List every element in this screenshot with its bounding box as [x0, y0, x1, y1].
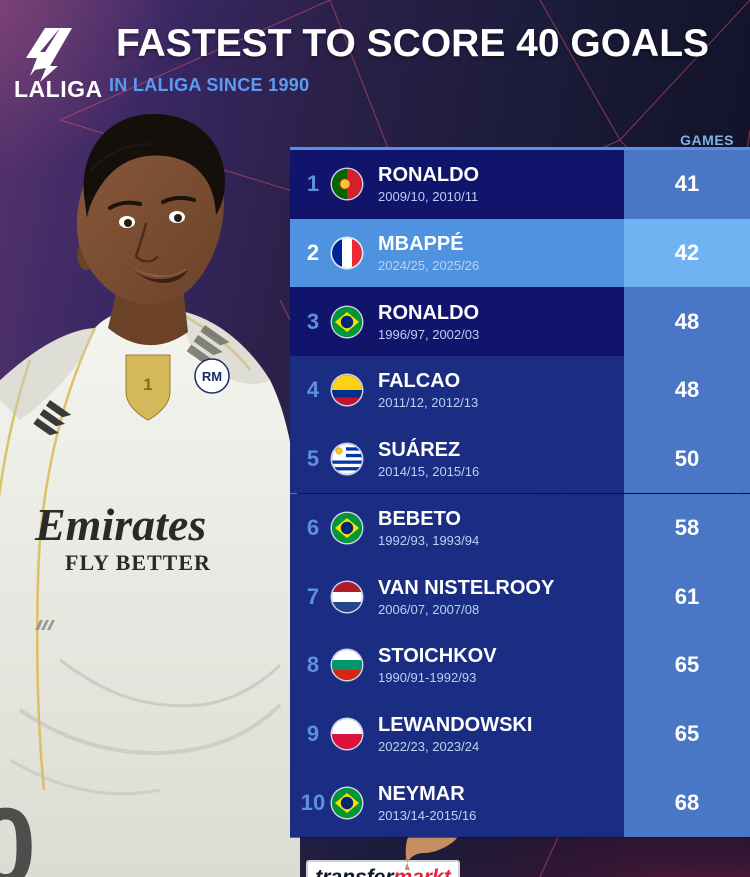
- svg-text:Emirates: Emirates: [34, 499, 206, 550]
- svg-text:0: 0: [0, 786, 36, 877]
- svg-text:RM: RM: [202, 369, 222, 384]
- svg-text:FLY BETTER: FLY BETTER: [65, 550, 211, 575]
- svg-text:1: 1: [143, 375, 152, 394]
